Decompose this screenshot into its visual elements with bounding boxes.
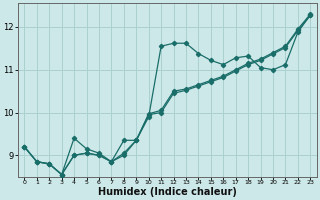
X-axis label: Humidex (Indice chaleur): Humidex (Indice chaleur) — [98, 187, 237, 197]
